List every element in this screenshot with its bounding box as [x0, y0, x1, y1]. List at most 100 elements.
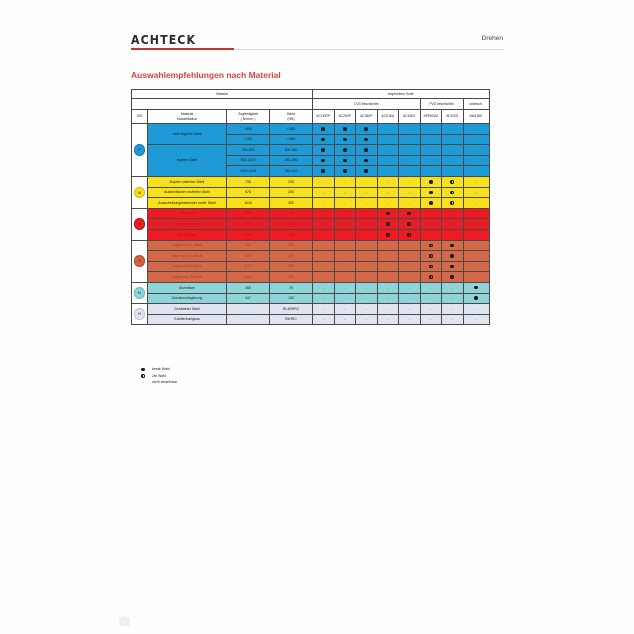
symbol-not-applicable: -: [408, 178, 410, 184]
grade-cell: -: [441, 313, 464, 326]
grade-cell: [419, 197, 442, 209]
symbol-not-applicable: -: [344, 178, 346, 184]
header-group-material: Material: [131, 89, 313, 99]
symbol-not-applicable: -: [365, 316, 367, 322]
header-divider: [131, 49, 503, 50]
symbol-not-applicable: -: [344, 221, 346, 227]
grade-cell: -: [376, 197, 399, 209]
tensile-strength-value: 945: [226, 239, 270, 252]
symbol-not-applicable: -: [408, 284, 410, 290]
grade-cell: -: [398, 292, 421, 305]
symbol-not-applicable: -: [387, 242, 389, 248]
symbol-best-choice: [364, 169, 369, 173]
grade-cell: -: [419, 281, 442, 294]
symbol-second-choice: [407, 222, 412, 226]
symbol-not-applicable: -: [430, 136, 432, 142]
table-row: M Duplex rostfreier Stahl 735 230 - - - - - -: [131, 175, 490, 209]
grade-cell: -: [462, 186, 490, 199]
grade-cell: -: [333, 313, 356, 326]
grade-cell: -: [441, 154, 464, 167]
symbol-not-applicable: -: [408, 125, 410, 131]
symbol-second-choice: [385, 232, 390, 237]
symbol-not-applicable: -: [451, 305, 453, 311]
grade-cell: -: [355, 260, 378, 273]
grade-cell: -: [398, 250, 421, 262]
material-classification: legierte Stahl: [147, 144, 227, 177]
grade-cell: -: [355, 186, 378, 199]
symbol-second-choice: [428, 264, 433, 269]
grade-cell: [419, 271, 442, 283]
hardness-value: 50-60HRC: [269, 303, 313, 315]
symbol-not-applicable: -: [322, 273, 324, 279]
tensile-strength-value: <500: [226, 123, 270, 135]
header-col-tensile: Zugfestigkeit ( N/mm² ): [226, 109, 270, 124]
symbol-not-applicable: -: [344, 252, 346, 258]
symbol-not-applicable: -: [365, 210, 367, 216]
symbol-not-applicable: -: [451, 231, 453, 237]
grade-cell: -: [441, 165, 464, 177]
header-col-classification-line1: Material: [180, 112, 194, 117]
grade-cell: [419, 175, 442, 188]
iso-group-p: P: [131, 123, 148, 177]
symbol-not-applicable: -: [365, 284, 367, 290]
symbol-not-applicable: -: [387, 136, 389, 142]
grade-cell: -: [462, 133, 490, 146]
grade-cell: -: [312, 207, 335, 220]
grade-cell: [333, 144, 356, 156]
symbol-best-choice: [450, 275, 455, 279]
grade-cell: -: [441, 303, 464, 315]
symbol-not-applicable: -: [430, 157, 432, 163]
symbol-not-applicable: -: [475, 210, 477, 216]
header-grade-ack15a: ACK15A: [376, 109, 399, 124]
grade-cell: -: [312, 271, 335, 283]
symbol-not-applicable: -: [387, 263, 389, 269]
grade-cell: -: [419, 207, 442, 220]
hardness-value: 230: [269, 175, 313, 188]
grade-cell: [441, 250, 464, 262]
symbol-not-applicable: -: [387, 316, 389, 322]
selection-matrix: Material empfohlene Sorte CVD beschichte…: [131, 89, 490, 326]
grade-cell: -: [376, 260, 399, 273]
symbol-best-choice: [385, 211, 390, 216]
grade-cell: [462, 292, 490, 305]
symbol-not-applicable: -: [475, 231, 477, 237]
symbol-best-choice: [342, 169, 347, 173]
legend-label: 2te Wahl: [152, 373, 167, 378]
grade-cell: -: [312, 250, 335, 262]
page-header: ACHTECK Drehen: [131, 33, 503, 55]
symbol-not-applicable: -: [408, 189, 410, 195]
symbol-not-applicable: -: [322, 210, 324, 216]
table-row: 900-1200 280-350 - - - - -: [132, 154, 490, 167]
hardness-value: 350: [269, 260, 313, 273]
table-row: 1200-1400 320-410 - - - - -: [132, 165, 490, 177]
grade-cell: -: [462, 175, 490, 188]
symbol-not-applicable: -: [387, 252, 389, 258]
hardness-value: 130: [269, 292, 313, 305]
symbol-not-applicable: -: [365, 221, 367, 227]
hardness-value: 320: [269, 250, 313, 262]
brand-logo: ACHTECK: [131, 33, 197, 48]
material-classification: Legierung Ni-Basis: [147, 260, 227, 273]
grade-cell: -: [398, 260, 421, 273]
symbol-not-applicable: -: [344, 305, 346, 311]
grade-cell: [398, 207, 421, 220]
table-row: Legierung Ti-Basis 1092 325 - - - - - -: [132, 271, 490, 283]
material-grade-table: Material empfohlene Sorte CVD beschichte…: [131, 89, 490, 326]
symbol-best-choice: [450, 264, 455, 269]
grade-cell: -: [462, 313, 490, 326]
tensile-strength-value: 1092: [226, 271, 270, 283]
iso-group-m: M: [131, 175, 148, 209]
symbol-not-applicable: -: [322, 189, 324, 195]
iso-badge: N: [133, 287, 146, 299]
table-row: Temperguss 355 240 - - - - - -: [132, 228, 490, 241]
grade-cell: [376, 228, 399, 241]
header-col-iso: ISO: [131, 109, 148, 124]
symbol-not-applicable: -: [451, 125, 453, 131]
symbol-not-applicable: -: [387, 199, 389, 205]
hardness-value: 200: [269, 186, 313, 199]
grade-cell: -: [376, 292, 399, 305]
tensile-strength-value: 1137: [226, 260, 270, 273]
header-col-hardness: Härte (HB): [269, 109, 313, 124]
